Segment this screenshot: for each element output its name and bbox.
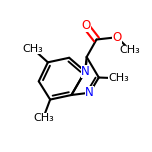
Text: CH₃: CH₃ — [108, 73, 129, 83]
Text: CH₃: CH₃ — [22, 44, 43, 54]
Text: O: O — [81, 19, 90, 32]
Text: N: N — [81, 65, 90, 78]
Text: N: N — [85, 86, 94, 99]
Text: CH₃: CH₃ — [120, 45, 140, 55]
Text: O: O — [112, 31, 122, 44]
Text: CH₃: CH₃ — [33, 113, 54, 123]
